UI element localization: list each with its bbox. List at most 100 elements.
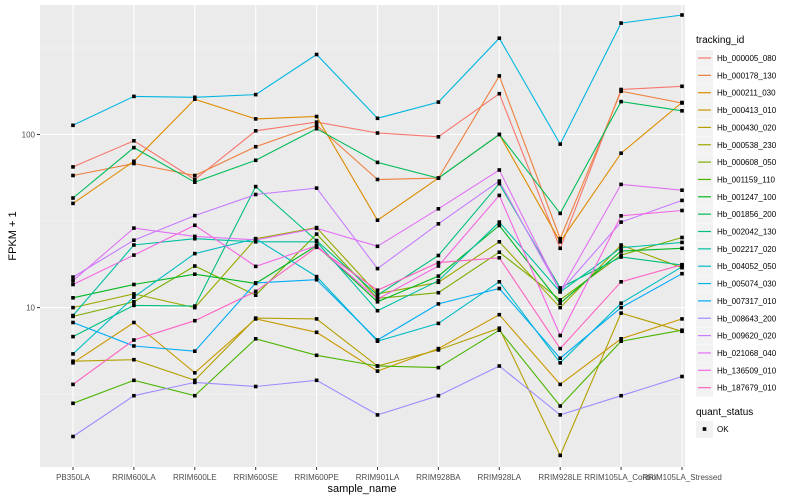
data-point — [436, 278, 441, 283]
data-point — [193, 272, 197, 276]
data-point — [71, 278, 75, 283]
data-point — [132, 253, 136, 257]
data-point — [497, 280, 502, 284]
gridlines — [40, 5, 685, 467]
x-tick-label: RRIM600LA — [112, 473, 156, 482]
data-point — [558, 333, 562, 338]
data-point — [193, 177, 197, 182]
data-point — [436, 135, 441, 139]
data-point — [558, 453, 562, 458]
data-point — [619, 305, 623, 310]
data-point — [71, 305, 75, 310]
data-point — [314, 226, 319, 231]
data-point — [71, 359, 75, 363]
data-point — [314, 277, 319, 282]
data-point — [375, 116, 380, 121]
data-point — [497, 220, 502, 224]
data-point — [680, 198, 684, 203]
data-point — [558, 346, 562, 351]
data-point — [314, 186, 319, 190]
data-point — [619, 280, 623, 284]
data-point — [314, 232, 319, 236]
data-point — [680, 328, 684, 332]
data-point — [680, 271, 684, 276]
data-point — [558, 286, 562, 290]
data-point — [680, 235, 684, 240]
data-point — [619, 243, 623, 247]
data-point — [558, 356, 562, 360]
legend-label: Hb_001159_110 — [717, 175, 776, 184]
legend-label: Hb_004052_050 — [717, 262, 777, 271]
data-point — [132, 238, 136, 242]
y-tick-label: 10 — [26, 304, 35, 313]
data-point — [375, 297, 380, 301]
data-point — [436, 365, 441, 370]
data-point — [314, 353, 319, 358]
data-point — [253, 289, 258, 294]
data-point — [71, 352, 75, 356]
legend-label: Hb_000430_020 — [717, 123, 777, 132]
data-point — [619, 151, 623, 155]
data-point — [497, 74, 502, 78]
data-point — [71, 275, 75, 279]
data-point — [193, 213, 197, 218]
data-point — [132, 303, 136, 308]
data-point — [619, 393, 623, 398]
data-point — [436, 321, 441, 326]
data-point — [497, 250, 502, 254]
data-point — [680, 208, 684, 213]
data-point — [436, 222, 441, 226]
legend-label: Hb_000413_010 — [717, 106, 777, 115]
legend-title: tracking_id — [696, 35, 744, 46]
data-point — [436, 260, 441, 265]
data-point — [497, 312, 502, 317]
data-point — [558, 413, 562, 417]
data-point — [558, 246, 562, 251]
data-point — [497, 364, 502, 368]
data-point — [497, 326, 502, 330]
data-point — [619, 311, 623, 315]
data-point — [558, 382, 562, 387]
legend-label: Hb_008643_200 — [717, 314, 777, 323]
data-point — [497, 132, 502, 137]
data-point — [132, 393, 136, 398]
data-point — [193, 371, 197, 375]
legend-label: Hb_001856_200 — [717, 210, 777, 219]
data-point — [436, 176, 441, 180]
data-point — [436, 302, 441, 306]
data-point — [193, 173, 197, 178]
data-point — [375, 300, 380, 304]
data-point — [71, 165, 75, 169]
data-point — [132, 243, 136, 247]
data-point — [71, 196, 75, 200]
data-point — [680, 374, 684, 379]
x-tick-label: RRIM928BA — [416, 473, 461, 482]
data-point — [71, 334, 75, 339]
data-point — [558, 301, 562, 305]
x-tick-label: RRIM600LE — [173, 473, 217, 482]
data-point — [497, 179, 502, 183]
x-axis: PB350LA RRIM600LA RRIM600LE RRIM600SE RRIM60… — [56, 467, 722, 482]
data-point — [375, 244, 380, 249]
x-tick-label: RRIM105LA_Stressed — [642, 473, 722, 482]
data-point — [619, 214, 623, 218]
data-point — [619, 245, 623, 250]
x-tick-label: RRIM928LE — [538, 473, 582, 482]
data-point — [193, 236, 197, 241]
data-point — [132, 145, 136, 150]
data-point — [253, 293, 258, 297]
data-point — [193, 251, 197, 256]
shape-legend-key — [702, 427, 707, 431]
data-point — [132, 295, 136, 299]
data-point — [619, 89, 623, 93]
data-point — [619, 99, 623, 104]
data-point — [436, 348, 441, 352]
data-point — [71, 282, 75, 287]
series-points — [71, 13, 684, 458]
data-point — [619, 301, 623, 305]
data-point — [436, 290, 441, 295]
data-point — [497, 193, 502, 198]
data-point — [132, 282, 136, 287]
data-point — [314, 317, 319, 321]
data-point — [680, 240, 684, 245]
